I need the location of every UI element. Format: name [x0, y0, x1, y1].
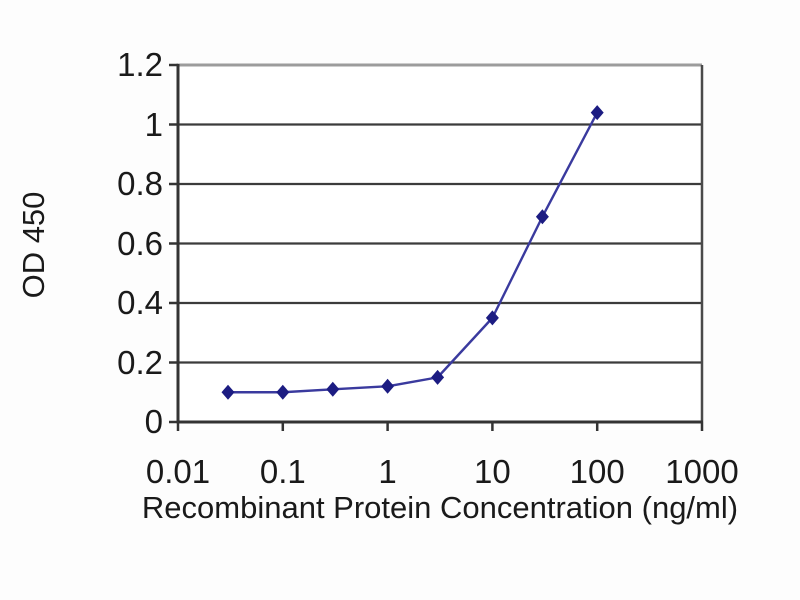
y-tick-label: 0.8 — [117, 165, 163, 202]
data-line — [228, 112, 599, 394]
x-tick-label: 100 — [569, 453, 625, 490]
x-tick-label: 0.01 — [145, 453, 211, 490]
data-point-marker — [590, 105, 604, 121]
data-point-marker — [431, 369, 445, 385]
y-axis-title: OD 450 — [16, 191, 51, 299]
data-point-marker — [221, 384, 235, 400]
x-tick-label: 1 — [378, 453, 397, 490]
y-tick-label: 1.2 — [117, 46, 163, 83]
x-axis-title: Recombinant Protein Concentration (ng/ml… — [141, 490, 739, 525]
data-point-marker — [485, 310, 499, 326]
x-tick-label: 10 — [474, 453, 511, 490]
data-point-marker — [326, 381, 340, 397]
y-tick-label: 0.2 — [117, 343, 163, 381]
x-tick-label: 0.1 — [259, 453, 306, 490]
y-tick-label: 0.6 — [117, 224, 163, 262]
data-point-marker — [381, 378, 395, 394]
y-tick-label: 0 — [144, 403, 163, 440]
data-point-marker — [276, 384, 290, 400]
y-tick-label: 0.4 — [117, 284, 163, 321]
data-point-marker — [535, 209, 549, 225]
y-tick-label: 1 — [144, 105, 163, 143]
x-tick-label: 1000 — [665, 453, 739, 490]
